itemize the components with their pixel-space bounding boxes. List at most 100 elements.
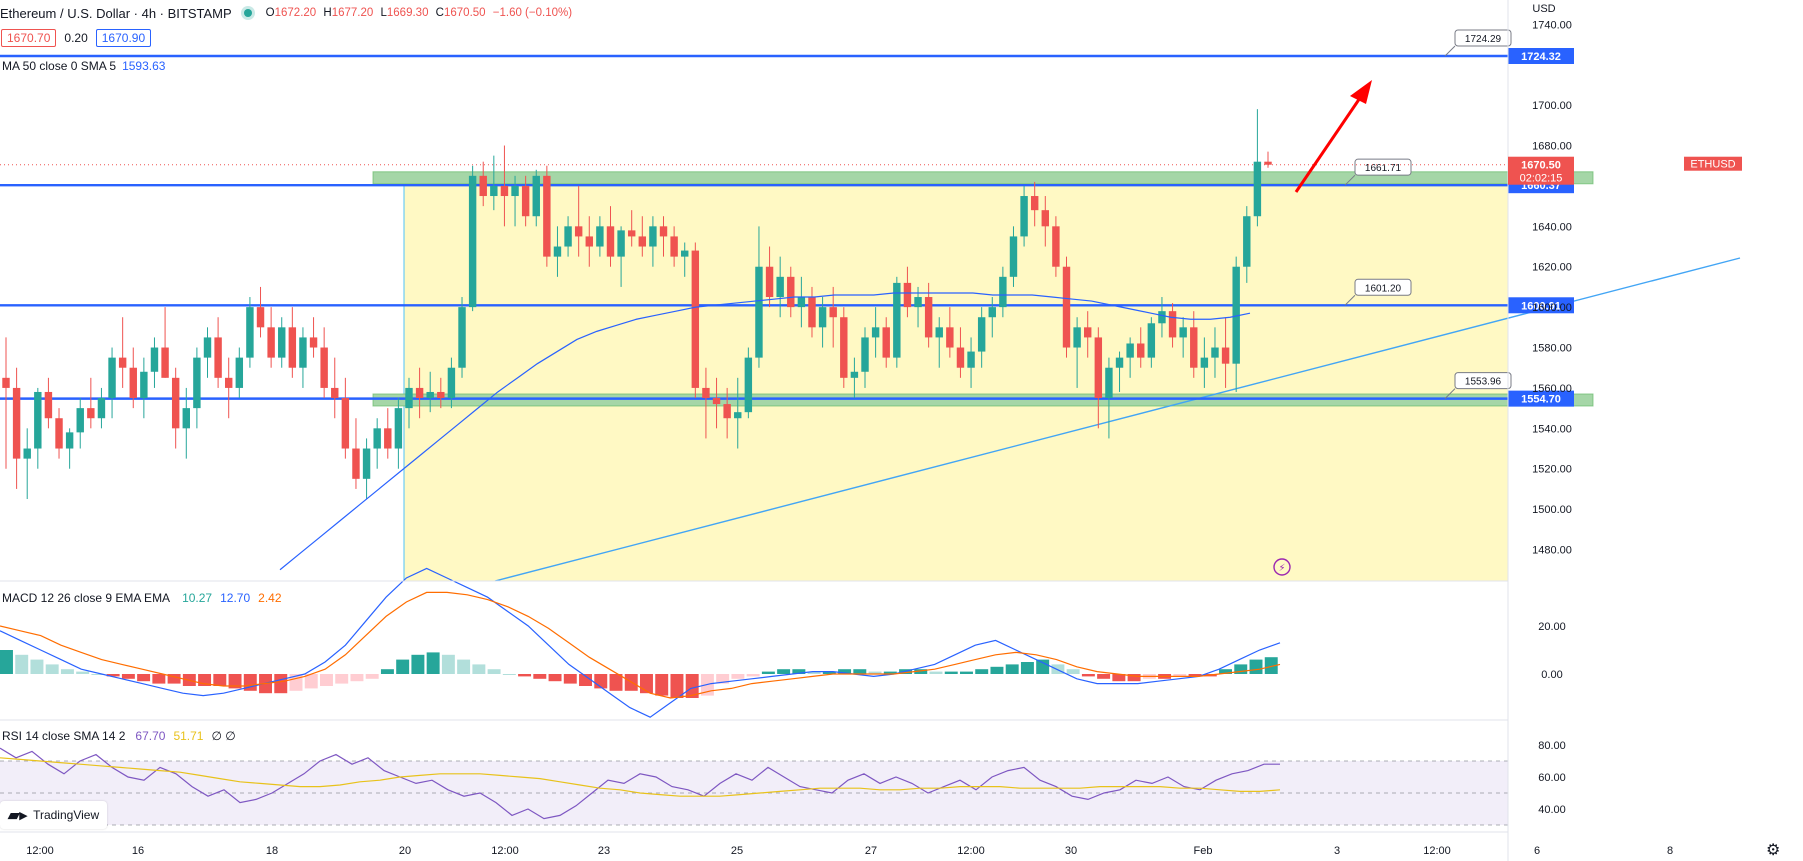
macd-histogram-bar xyxy=(716,674,730,684)
macd-histogram-bar xyxy=(914,669,928,674)
macd-histogram-bar xyxy=(1097,674,1111,679)
candle-body xyxy=(1041,210,1050,227)
market-open-icon xyxy=(243,9,252,17)
macd-pane[interactable] xyxy=(0,567,1281,718)
range-rectangle xyxy=(404,185,1508,581)
candle-body xyxy=(585,236,593,247)
candle-body xyxy=(479,175,487,197)
candle-body xyxy=(1052,226,1060,267)
rsi-indicator-legend[interactable]: RSI 14 close SMA 14 2 67.70 51.71 ∅ ∅ xyxy=(2,729,236,743)
low-value: 1669.30 xyxy=(386,7,429,19)
macd-histogram-bar xyxy=(822,671,836,674)
macd-signal-value: 2.42 xyxy=(258,591,282,605)
time-axis-label: 23 xyxy=(598,845,610,857)
candle-body xyxy=(1264,161,1272,165)
candle-body xyxy=(458,307,466,368)
candle-body xyxy=(1030,196,1039,211)
candle-body xyxy=(44,391,53,419)
macd-histogram-bar xyxy=(746,674,760,677)
callout-box xyxy=(1354,158,1412,176)
macd-indicator-legend[interactable]: MACD 12 26 close 9 EMA EMA 10.27 12.70 2.42 xyxy=(2,591,282,605)
candle-body xyxy=(288,327,297,368)
candle-body xyxy=(1243,216,1251,267)
close-value: 1670.50 xyxy=(443,7,486,19)
candle-body xyxy=(744,357,753,413)
candle-body xyxy=(331,387,339,399)
macd-histogram-bar xyxy=(640,674,653,694)
change-value: −1.60 (−0.10%) xyxy=(492,7,573,19)
candle-body xyxy=(659,226,668,237)
macd-histogram-bar xyxy=(883,671,897,674)
main-price-pane[interactable]: 1724.291724.321661.711660.371601.201600.… xyxy=(0,29,1741,582)
macd-histogram-bar xyxy=(1127,674,1141,682)
candle-body xyxy=(235,357,244,388)
arrow-head-icon xyxy=(1350,80,1372,104)
candle-body xyxy=(1084,327,1092,338)
callout-label: 1601.20 xyxy=(1365,283,1402,294)
price-tick-label: 1480.00 xyxy=(1532,545,1572,557)
price-tick-label: 1500.00 xyxy=(1532,504,1572,516)
level-price-text: 1600.91 xyxy=(1521,300,1561,312)
candle-body xyxy=(914,297,922,308)
candle-body xyxy=(1115,357,1124,368)
candle-body xyxy=(691,250,700,388)
candle-body xyxy=(1009,236,1018,277)
macd-histogram-bar xyxy=(731,674,745,679)
macd-histogram-bar xyxy=(350,674,364,682)
candle-body xyxy=(1062,266,1071,348)
candle-body xyxy=(1221,347,1230,364)
time-axis-label: 6 xyxy=(1534,845,1540,857)
ma-indicator-legend[interactable]: MA 50 close 0 SMA 5 1593.63 xyxy=(2,59,165,73)
macd-histogram-bar xyxy=(990,666,1004,674)
price-tick-label: 1580.00 xyxy=(1532,343,1572,355)
candle-body xyxy=(617,230,625,257)
buy-price-button[interactable]: 1670.90 xyxy=(95,29,152,47)
candle-body xyxy=(893,282,901,358)
rsi-pane[interactable] xyxy=(0,747,1508,826)
breakout-arrow xyxy=(1294,94,1364,193)
macd-histogram-bar xyxy=(137,674,151,682)
candle-body xyxy=(352,448,360,479)
time-axis-label: 3 xyxy=(1334,845,1340,857)
candle-body xyxy=(468,175,477,308)
time-axis-label: 12:00 xyxy=(26,845,54,857)
callout-pointer xyxy=(1344,174,1356,186)
candle-body xyxy=(1158,311,1166,324)
macd-histogram-bar xyxy=(533,674,547,679)
macd-histogram-bar xyxy=(213,674,227,686)
candle-body xyxy=(394,408,403,449)
gear-icon[interactable]: ⚙ xyxy=(1766,842,1781,859)
candle-body xyxy=(840,317,848,378)
rsi-ma-value: 51.71 xyxy=(173,729,204,743)
candle-body xyxy=(1105,367,1113,399)
symbol-title[interactable]: Ethereum / U.S. Dollar · 4h · BITSTAMP xyxy=(0,5,232,21)
callout-pointer xyxy=(1344,294,1356,306)
sell-price-button[interactable]: 1670.70 xyxy=(1,29,57,47)
symbol-header[interactable]: Ethereum / U.S. Dollar · 4h · BITSTAMP O… xyxy=(0,4,576,22)
macd-histogram-bar xyxy=(167,674,181,684)
candle-body xyxy=(1211,347,1219,358)
callout-box xyxy=(1454,372,1512,390)
candle-body xyxy=(1073,327,1081,348)
bid-ask-quote[interactable]: 1670.70 0.20 1670.90 xyxy=(1,29,152,47)
macd-histogram-bar xyxy=(807,671,821,674)
candle-body xyxy=(2,377,10,388)
symbol-tag xyxy=(1684,156,1742,171)
candle-body xyxy=(935,327,943,338)
tradingview-logo[interactable]: ▰▸ TradingView xyxy=(0,801,108,829)
candle-body xyxy=(776,276,784,298)
macd-histogram-bar xyxy=(502,674,516,675)
high-value: 1677.20 xyxy=(331,7,374,19)
price-tick-label: 1620.00 xyxy=(1532,262,1572,274)
candle-body xyxy=(521,185,530,217)
macd-histogram-bar xyxy=(594,674,608,689)
candle-body xyxy=(309,337,318,348)
low-label: L xyxy=(380,7,387,19)
candle-body xyxy=(765,266,774,298)
candle-body xyxy=(670,236,678,257)
macd-histogram-bar xyxy=(121,674,135,679)
macd-histogram-bar xyxy=(1188,674,1202,677)
macd-histogram-bar xyxy=(487,669,501,674)
candle-body xyxy=(150,347,159,372)
